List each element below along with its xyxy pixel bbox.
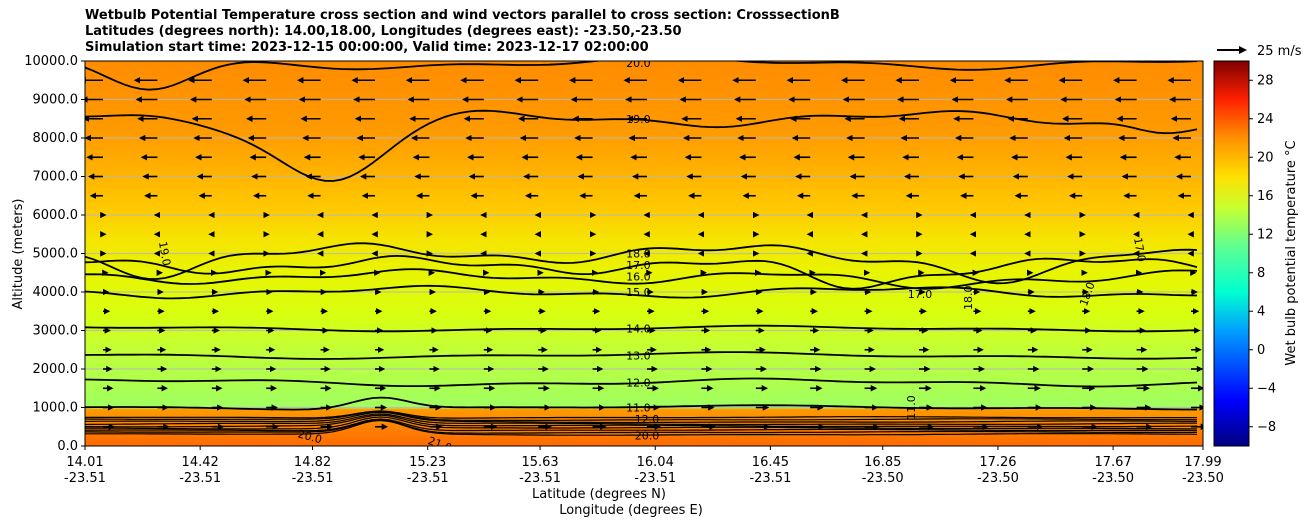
chart-title: Wetbulb Potential Temperature cross sect…: [85, 8, 840, 56]
contour-label-extra: 12.0: [635, 413, 660, 426]
x-tick-lat: 16.85: [864, 455, 901, 470]
x-axis-label-2: Longitude (degrees E): [559, 503, 703, 518]
y-tick-label: 3000.0: [33, 324, 79, 339]
title-line-2: Latitudes (degrees north): 14.00,18.00, …: [85, 24, 682, 39]
colorbar-tick-label: 8: [1257, 266, 1265, 281]
colorbar-scale: [1213, 60, 1250, 447]
inversion-contour: [85, 410, 1198, 419]
contour-label-extra: 19.0: [156, 240, 173, 266]
contour-label: 17.0: [626, 259, 651, 272]
x-axis-label: Latitude (degrees N): [532, 487, 666, 502]
contour-line: [85, 242, 1198, 285]
contour-label: 20.0: [626, 57, 651, 70]
contour-label: 13.0: [626, 350, 651, 363]
colorbar-tick-label: 12: [1257, 227, 1274, 242]
x-tick-lat: 15.23: [409, 455, 446, 470]
contour-label: 15.0: [626, 286, 651, 299]
colorbar-tick-label: 0: [1257, 343, 1265, 358]
contour-label-extra: 20.0: [296, 427, 323, 446]
inversion-contour: [85, 411, 1198, 424]
x-tick-lat: 14.82: [294, 455, 331, 470]
y-tick-label: 1000.0: [33, 401, 79, 416]
colorbar: −8 −4 0 4 8 12 16 20 24 28 Wet bulb potential tem…: [1213, 60, 1299, 447]
x-tick-lon: -23.50: [977, 471, 1019, 486]
wind-reference-label: 25 m/s: [1257, 44, 1302, 59]
contour-label-extra: 17.0: [1131, 237, 1148, 263]
x-tick-lon: -23.51: [292, 471, 334, 486]
x-tick-lon: -23.51: [749, 471, 791, 486]
contour-line: [85, 351, 1198, 360]
x-tick-lon: -23.51: [634, 471, 676, 486]
inversion-contour: [85, 413, 1197, 426]
wind-reference-key: 25 m/s: [1217, 44, 1302, 59]
plot-area: 20.019.018.017.016.015.014.013.012.011.0…: [85, 57, 1203, 455]
colorbar-tick-label: −8: [1257, 420, 1276, 435]
inversion-contour: [85, 418, 1198, 432]
x-tick-lon: -23.50: [862, 471, 904, 486]
title-line-1: Wetbulb Potential Temperature cross sect…: [85, 8, 840, 23]
colorbar-tick-label: 20: [1257, 150, 1274, 165]
colorbar-tick-label: 4: [1257, 304, 1265, 319]
x-tick-lat: 17.26: [979, 455, 1016, 470]
y-tick-label: 5000.0: [33, 247, 79, 262]
contour-line: [85, 254, 1198, 290]
x-tick-lat: 14.42: [182, 455, 219, 470]
x-tick-lon: -23.51: [407, 471, 449, 486]
contour-label-extra: 11.0: [905, 395, 918, 420]
contour-line: [85, 268, 1198, 290]
x-tick-lon: -23.51: [64, 471, 106, 486]
inversion-contour: [85, 419, 1198, 436]
x-tick-lon: -23.50: [1182, 471, 1224, 486]
colorbar-tick-label: 16: [1257, 189, 1274, 204]
inversion-contour: [85, 419, 1197, 434]
inversion-contour: [85, 410, 1197, 421]
y-tick-label: 9000.0: [33, 93, 79, 108]
y-tick-label: 0.0: [57, 439, 78, 454]
contour-label-extra: 20.0: [635, 430, 660, 443]
contour-label: 19.0: [626, 113, 651, 126]
contour-label: 18.0: [626, 248, 651, 261]
y-axis-label: Altitude (meters): [11, 199, 26, 310]
contour-line: [85, 61, 1198, 91]
x-tick-lon: -23.51: [519, 471, 561, 486]
x-tick-lon: -23.51: [179, 471, 221, 486]
x-tick-lat: 14.01: [66, 455, 103, 470]
contour-label: 11.0: [626, 402, 651, 415]
contour-line: [85, 377, 1198, 388]
colorbar-tick-label: 28: [1257, 73, 1274, 88]
contour-label: 12.0: [626, 376, 651, 389]
y-tick-label: 7000.0: [33, 170, 79, 185]
x-tick-lat: 17.99: [1184, 455, 1221, 470]
x-tick-lat: 17.67: [1095, 455, 1132, 470]
contour-label-extra: 18.0: [962, 286, 975, 311]
y-tick-label: 6000.0: [33, 208, 79, 223]
colorbar-label: Wet bulb potential temperature °C: [1284, 140, 1299, 365]
x-tick-lat: 16.04: [637, 455, 674, 470]
colorbar-tick-label: 24: [1257, 112, 1274, 127]
y-tick-label: 8000.0: [33, 131, 79, 146]
contour-label: 14.0: [626, 323, 651, 336]
contour-label-extra: 17.0: [908, 288, 933, 301]
title-line-3: Simulation start time: 2023-12-15 00:00:…: [85, 40, 649, 55]
x-tick-lat: 16.45: [752, 455, 789, 470]
y-tick-label: 2000.0: [33, 362, 79, 377]
y-tick-label: 10000.0: [24, 54, 78, 69]
colorbar-tick-label: −4: [1257, 381, 1276, 396]
x-tick-lat: 15.63: [521, 455, 558, 470]
contour-line: [85, 396, 1198, 411]
inversion-contour: [85, 416, 1197, 430]
x-tick-lon: -23.50: [1092, 471, 1134, 486]
contour-label-extra: 21.0: [426, 434, 453, 455]
contour-label: 16.0: [626, 271, 651, 284]
y-tick-label: 4000.0: [33, 285, 79, 300]
